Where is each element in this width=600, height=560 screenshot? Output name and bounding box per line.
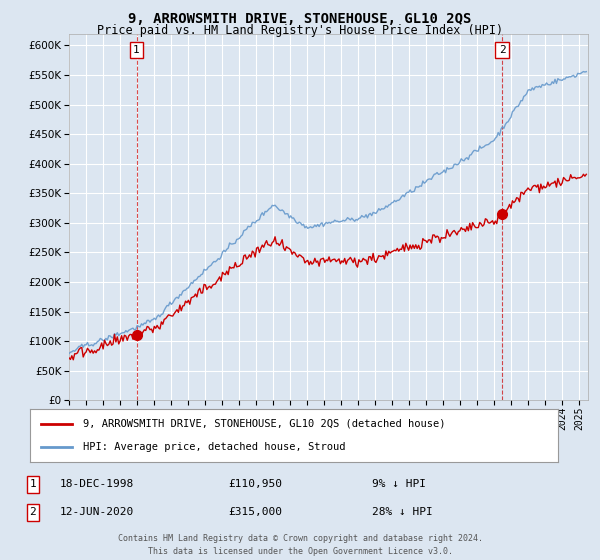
Text: 1: 1 — [133, 45, 140, 55]
Text: 9, ARROWSMITH DRIVE, STONEHOUSE, GL10 2QS: 9, ARROWSMITH DRIVE, STONEHOUSE, GL10 2Q… — [128, 12, 472, 26]
Text: 18-DEC-1998: 18-DEC-1998 — [60, 479, 134, 489]
Text: 9, ARROWSMITH DRIVE, STONEHOUSE, GL10 2QS (detached house): 9, ARROWSMITH DRIVE, STONEHOUSE, GL10 2Q… — [83, 419, 445, 429]
Text: 1: 1 — [29, 479, 37, 489]
Text: £315,000: £315,000 — [228, 507, 282, 517]
Text: £110,950: £110,950 — [228, 479, 282, 489]
Text: 2: 2 — [29, 507, 37, 517]
Text: HPI: Average price, detached house, Stroud: HPI: Average price, detached house, Stro… — [83, 442, 346, 452]
Text: 2: 2 — [499, 45, 505, 55]
Text: Price paid vs. HM Land Registry's House Price Index (HPI): Price paid vs. HM Land Registry's House … — [97, 24, 503, 36]
Text: 9% ↓ HPI: 9% ↓ HPI — [372, 479, 426, 489]
Text: Contains HM Land Registry data © Crown copyright and database right 2024.
This d: Contains HM Land Registry data © Crown c… — [118, 534, 482, 556]
Text: 12-JUN-2020: 12-JUN-2020 — [60, 507, 134, 517]
Text: 28% ↓ HPI: 28% ↓ HPI — [372, 507, 433, 517]
